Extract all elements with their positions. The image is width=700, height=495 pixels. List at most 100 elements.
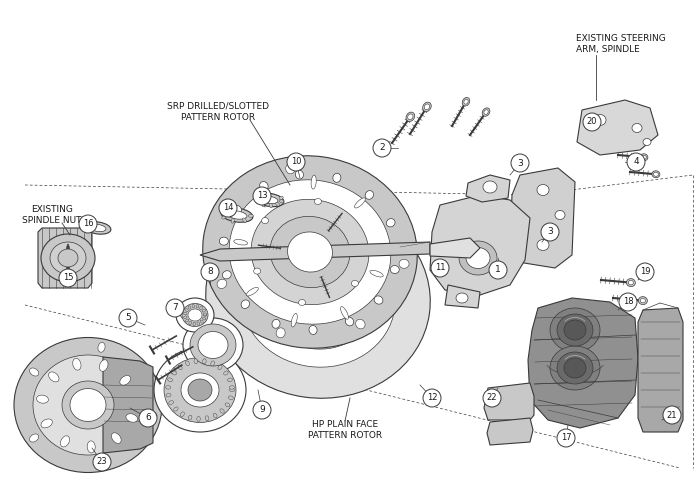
- Ellipse shape: [183, 312, 187, 315]
- Ellipse shape: [557, 352, 593, 384]
- Ellipse shape: [166, 394, 171, 397]
- Ellipse shape: [229, 180, 391, 324]
- Ellipse shape: [211, 361, 214, 366]
- Ellipse shape: [167, 378, 172, 382]
- Ellipse shape: [251, 199, 369, 304]
- Text: 4: 4: [634, 157, 639, 166]
- Circle shape: [583, 113, 601, 131]
- Circle shape: [253, 187, 271, 205]
- Ellipse shape: [232, 205, 241, 214]
- Ellipse shape: [257, 200, 261, 204]
- Ellipse shape: [202, 309, 205, 312]
- Ellipse shape: [270, 203, 272, 208]
- Ellipse shape: [174, 407, 178, 411]
- Ellipse shape: [288, 232, 332, 272]
- Text: 14: 14: [223, 203, 233, 212]
- Ellipse shape: [291, 313, 298, 327]
- Text: EXISTING
SPINDLE NUT: EXISTING SPINDLE NUT: [22, 205, 82, 225]
- Ellipse shape: [120, 376, 131, 385]
- Ellipse shape: [356, 319, 365, 329]
- Ellipse shape: [203, 313, 206, 315]
- Ellipse shape: [550, 308, 600, 352]
- Ellipse shape: [48, 372, 59, 382]
- Text: 5: 5: [125, 313, 131, 323]
- Ellipse shape: [311, 175, 316, 189]
- Circle shape: [119, 309, 137, 327]
- Ellipse shape: [202, 359, 206, 364]
- Text: 16: 16: [83, 219, 93, 229]
- Ellipse shape: [111, 433, 121, 444]
- Ellipse shape: [98, 343, 105, 352]
- Circle shape: [431, 259, 449, 277]
- Ellipse shape: [564, 320, 586, 340]
- Ellipse shape: [183, 318, 243, 372]
- Ellipse shape: [345, 317, 354, 326]
- Ellipse shape: [176, 298, 214, 332]
- Ellipse shape: [246, 287, 258, 296]
- Ellipse shape: [192, 304, 195, 308]
- Polygon shape: [430, 195, 530, 295]
- Circle shape: [139, 409, 157, 427]
- Ellipse shape: [262, 197, 278, 203]
- Text: HP PLAIN FACE
PATTERN ROTOR: HP PLAIN FACE PATTERN ROTOR: [308, 420, 382, 440]
- Ellipse shape: [253, 268, 260, 274]
- Ellipse shape: [276, 202, 280, 206]
- Ellipse shape: [188, 379, 212, 401]
- Circle shape: [253, 401, 271, 419]
- Text: 3: 3: [547, 228, 553, 237]
- Circle shape: [511, 154, 529, 172]
- Ellipse shape: [374, 296, 383, 304]
- Ellipse shape: [270, 216, 350, 288]
- Ellipse shape: [50, 242, 86, 274]
- Ellipse shape: [221, 208, 253, 222]
- Circle shape: [489, 261, 507, 279]
- Ellipse shape: [260, 247, 375, 349]
- Text: 18: 18: [623, 297, 634, 306]
- Ellipse shape: [242, 218, 246, 222]
- Ellipse shape: [484, 110, 488, 114]
- Circle shape: [287, 153, 305, 171]
- Ellipse shape: [182, 303, 208, 327]
- Ellipse shape: [154, 348, 246, 432]
- Ellipse shape: [456, 293, 468, 303]
- Ellipse shape: [314, 198, 321, 204]
- Ellipse shape: [33, 355, 143, 455]
- Ellipse shape: [36, 395, 48, 403]
- Ellipse shape: [169, 400, 174, 404]
- Ellipse shape: [62, 381, 114, 429]
- Polygon shape: [577, 100, 658, 155]
- Polygon shape: [528, 298, 638, 428]
- Ellipse shape: [219, 237, 228, 245]
- Ellipse shape: [178, 365, 182, 370]
- Ellipse shape: [354, 198, 365, 208]
- Ellipse shape: [632, 123, 642, 133]
- Ellipse shape: [194, 359, 197, 364]
- Ellipse shape: [214, 413, 217, 418]
- Ellipse shape: [424, 104, 430, 110]
- Ellipse shape: [203, 314, 206, 316]
- Ellipse shape: [261, 192, 270, 204]
- Polygon shape: [466, 175, 510, 202]
- Ellipse shape: [483, 181, 497, 193]
- Ellipse shape: [309, 326, 317, 335]
- Text: 1: 1: [495, 265, 501, 275]
- Ellipse shape: [466, 248, 490, 268]
- Text: 12: 12: [427, 394, 438, 402]
- Ellipse shape: [248, 214, 253, 217]
- Ellipse shape: [185, 309, 188, 311]
- Ellipse shape: [256, 193, 284, 207]
- Circle shape: [93, 453, 111, 471]
- Ellipse shape: [172, 371, 176, 375]
- Ellipse shape: [66, 244, 70, 272]
- Ellipse shape: [228, 378, 232, 382]
- Ellipse shape: [299, 299, 306, 305]
- Text: EXISTING STEERING
ARM, SPINDLE: EXISTING STEERING ARM, SPINDLE: [576, 34, 666, 54]
- Polygon shape: [103, 357, 153, 453]
- Ellipse shape: [279, 200, 284, 203]
- Text: SRP DRILLED/SLOTTED
PATTERN ROTOR: SRP DRILLED/SLOTTED PATTERN ROTOR: [167, 102, 269, 122]
- Text: 17: 17: [561, 434, 571, 443]
- Ellipse shape: [206, 198, 430, 398]
- Circle shape: [59, 269, 77, 287]
- Circle shape: [557, 429, 575, 447]
- Text: 9: 9: [259, 405, 265, 414]
